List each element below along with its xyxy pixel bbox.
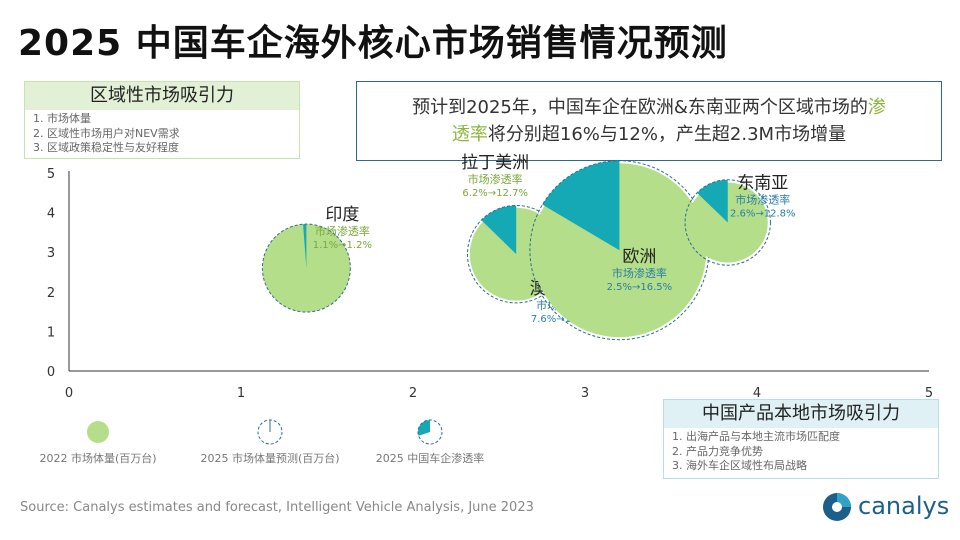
series-name-label: 印度 (325, 205, 359, 225)
legend-label: 2022 市场体量(百万台) (39, 451, 156, 465)
y-tick-label: 3 (47, 246, 55, 261)
regional-attractiveness-header: 区域性市场吸引力 (25, 82, 299, 110)
canalys-logo: canalys (820, 490, 950, 526)
x-tick-label: 5 (925, 386, 933, 401)
series-range-label: 2.5%→16.5% (607, 282, 673, 293)
bubble-2025-ring (684, 179, 771, 266)
regional-attractiveness-box: 区域性市场吸引力 1. 市场体量 2. 区域性市场用户对NEV需求 3. 区域政… (24, 81, 300, 159)
penetration-wedge (697, 179, 728, 223)
local-attractiveness-box: 中国产品本地市场吸引力 1. 出海产品与本地主流市场匹配度 2. 产品力竞争优势… (663, 399, 939, 479)
list-item: 1. 市场体量 (33, 112, 91, 125)
canalys-logo-icon (823, 493, 851, 521)
callout-text-before: 预计到2025年，中国车企在欧洲&东南亚两个区域市场的 (412, 97, 868, 118)
bubble-2025-ring (261, 223, 351, 313)
series-range-label: 1.1%→1.2% (313, 240, 372, 251)
series-sublabel: 市场渗透率 (735, 193, 790, 207)
legend-label: 2025 中国车企渗透率 (376, 451, 485, 465)
series-name-label: 欧洲 (622, 247, 656, 267)
list-item: 2. 产品力竞争优势 (672, 444, 763, 458)
series-sublabel: 市场渗透率 (315, 224, 370, 238)
series-sublabel: 市场渗透率 (468, 172, 523, 186)
regional-attractiveness-list: 1. 市场体量 2. 区域性市场用户对NEV需求 3. 区域政策稳定性与友好程度 (25, 110, 299, 156)
forecast-callout: 预计到2025年，中国车企在欧洲&东南亚两个区域市场的渗透率将分别超16%与12… (356, 81, 942, 161)
legend-wedge-ring-icon (417, 419, 443, 445)
legend-wedge-icon (418, 420, 430, 436)
x-tick-label: 2 (409, 386, 417, 401)
source-note: Source: Canalys estimates and forecast, … (20, 500, 534, 515)
local-attractiveness-list: 1. 出海产品与本地主流市场匹配度 2. 产品力竞争优势 3. 海外车企区域性布… (664, 428, 938, 474)
x-tick-label: 1 (237, 386, 245, 401)
y-tick-label: 5 (47, 167, 55, 182)
y-tick-label: 0 (47, 365, 55, 380)
list-item: 3. 区域政策稳定性与友好程度 (33, 141, 179, 154)
legend-label: 2025 市场体量预测(百万台) (200, 451, 339, 465)
callout-highlight-2: 透率 (451, 124, 488, 145)
y-tick-label: 4 (47, 207, 55, 222)
x-tick-label: 0 (65, 386, 73, 401)
list-item: 1. 出海产品与本地主流市场匹配度 (672, 430, 840, 443)
canalys-logo-text: canalys (858, 492, 950, 520)
penetration-wedge (542, 160, 620, 251)
series-name-label: 东南亚 (737, 174, 788, 194)
y-tick-label: 2 (47, 286, 55, 301)
callout-highlight: 渗 (867, 97, 886, 118)
page-title: 2025 中国车企海外核心市场销售情况预测 (18, 23, 728, 64)
x-tick-label: 4 (753, 386, 761, 401)
legend-filled-circle-icon (87, 421, 109, 443)
series-range-label: 6.2%→12.7% (462, 188, 528, 199)
penetration-wedge (481, 205, 517, 255)
series-sublabel: 市场渗透率 (612, 266, 667, 280)
penetration-wedge (303, 224, 307, 269)
callout-text-after: 将分别超16%与12%，产生超2.3M市场增量 (487, 124, 847, 145)
series-range-label: 2.6%→12.8% (730, 209, 796, 220)
list-item: 3. 海外车企区域性布局战略 (672, 459, 807, 472)
list-item: 2. 区域性市场用户对NEV需求 (33, 126, 180, 140)
y-tick-label: 1 (47, 325, 55, 340)
x-tick-label: 3 (581, 386, 589, 401)
local-attractiveness-header: 中国产品本地市场吸引力 (664, 400, 938, 428)
series-name-label: 拉丁美洲 (461, 153, 529, 173)
